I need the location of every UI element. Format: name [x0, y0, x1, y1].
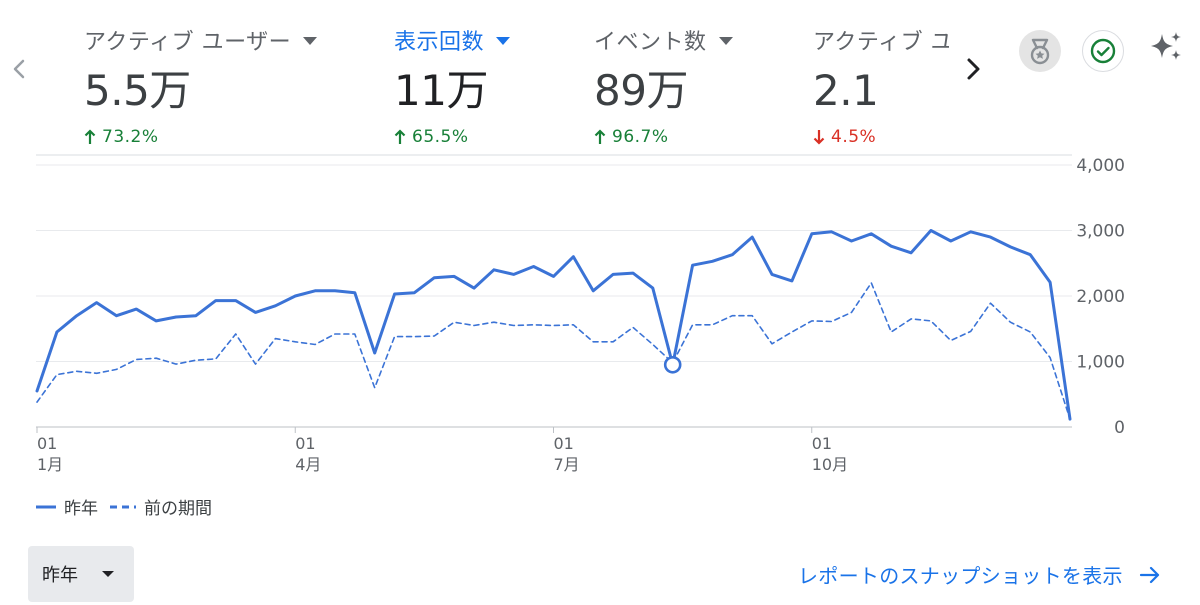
x-tick-month: 10月 — [812, 455, 848, 474]
caret-down-icon[interactable] — [718, 37, 733, 45]
arrow-down-icon — [813, 130, 825, 145]
legend-label: 前の期間 — [144, 499, 212, 519]
y-tick-label: 2,000 — [1076, 287, 1125, 307]
metric-change-value: 65.5% — [412, 127, 469, 147]
caret-down-icon[interactable] — [496, 37, 511, 45]
metric-label: アクティブ ユーザー — [84, 30, 292, 55]
metric-label: イベント数 — [594, 30, 707, 55]
line-chart: 4,000 3,000 2,000 1,000 0 01 1月 01 4月 01 7月 01 10月 — [35, 154, 1125, 474]
y-tick-label: 4,000 — [1076, 156, 1125, 176]
metric-label: 表示回数 — [394, 30, 485, 55]
metric-value: 2.1 — [813, 66, 879, 115]
check-circle-icon — [1090, 38, 1116, 64]
metric-change: 73.2% — [84, 126, 324, 148]
arrow-up-icon — [84, 129, 96, 144]
arrow-up-icon — [394, 129, 406, 144]
x-tick-day: 01 — [295, 434, 315, 453]
sparkle-icon — [1151, 32, 1181, 60]
chevron-right-icon — [967, 58, 980, 80]
metric-value: 5.5万 — [84, 66, 191, 115]
date-range-value: 昨年 — [42, 565, 78, 586]
metric-value: 89万 — [594, 66, 688, 115]
chart-legend: 昨年 前の期間 — [36, 494, 224, 519]
metric-active-users[interactable]: アクティブ ユーザー 5.5万 73.2% — [84, 22, 324, 148]
legend-item-last-year: 昨年 — [36, 494, 98, 519]
chevron-left-icon — [13, 59, 25, 79]
legend-item-previous-period: 前の期間 — [110, 494, 212, 519]
solid-line-icon — [36, 505, 56, 508]
x-tick-month: 4月 — [295, 455, 321, 474]
metric-change: 4.5% — [813, 126, 949, 146]
hover-point-marker — [663, 355, 682, 374]
metric-change: 65.5% — [394, 126, 524, 148]
x-tick-month: 1月 — [37, 455, 63, 474]
y-tick-label: 0 — [1114, 418, 1125, 438]
x-tick-month: 7月 — [554, 455, 580, 474]
medal-icon — [1030, 38, 1050, 65]
x-tick-day: 01 — [37, 434, 57, 453]
next-metrics-button[interactable] — [960, 52, 986, 86]
y-tick-label: 1,000 — [1076, 353, 1125, 373]
metric-change-value: 96.7% — [612, 127, 669, 147]
metric-change: 96.7% — [594, 126, 744, 148]
series-line-last-year — [35, 229, 1072, 421]
metric-views[interactable]: 表示回数 11万 65.5% — [394, 22, 524, 148]
metric-value: 11万 — [394, 66, 488, 115]
insights-button[interactable] — [1145, 26, 1189, 70]
status-check-button[interactable] — [1082, 30, 1124, 72]
y-tick-label: 3,000 — [1076, 222, 1125, 242]
metric-label: アクティブ ユ — [813, 30, 949, 55]
legend-label: 昨年 — [64, 499, 98, 519]
metric-change-value: 4.5% — [831, 127, 877, 146]
metric-change-value: 73.2% — [102, 127, 159, 147]
view-snapshot-label: レポートのスナップショットを表示 — [798, 564, 1123, 588]
caret-down-icon — [102, 571, 114, 577]
series-line-previous-period — [36, 282, 1071, 420]
view-snapshot-link[interactable]: レポートのスナップショットを表示 — [798, 560, 1161, 589]
date-range-select[interactable]: 昨年 — [28, 546, 134, 602]
caret-down-icon[interactable] — [303, 37, 318, 45]
arrow-up-icon — [594, 129, 606, 144]
previous-metrics-button[interactable] — [8, 54, 30, 84]
award-button[interactable] — [1019, 30, 1061, 72]
dashed-line-icon — [110, 505, 136, 508]
x-tick-day: 01 — [554, 434, 574, 453]
arrow-right-icon — [1139, 566, 1159, 583]
metric-active-users-truncated[interactable]: アクティブ ユ 2.1 4.5% — [813, 22, 949, 146]
x-tick-day: 01 — [812, 434, 832, 453]
metric-events[interactable]: イベント数 89万 96.7% — [594, 22, 744, 148]
